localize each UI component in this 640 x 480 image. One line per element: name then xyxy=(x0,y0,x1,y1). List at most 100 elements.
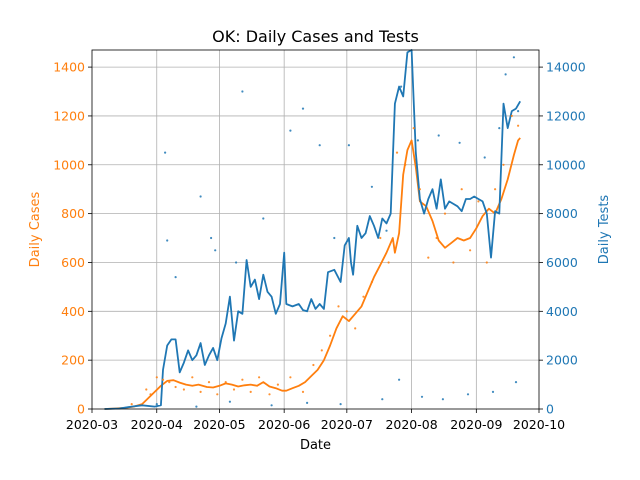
y-right-tick-label: 4000 xyxy=(546,304,578,319)
y-right-tick-label: 6000 xyxy=(546,255,578,270)
y-left-tick-label: 1400 xyxy=(53,60,85,75)
tests-line xyxy=(104,49,521,410)
y-right-tick-label: 2000 xyxy=(546,353,578,368)
y-left-tick-label: 1000 xyxy=(53,157,85,172)
cases-point xyxy=(502,163,505,166)
cases-point xyxy=(276,383,279,386)
x-axis-label: Date xyxy=(300,438,331,453)
cases-point xyxy=(199,390,202,393)
tests-point xyxy=(199,195,202,198)
cases-point xyxy=(268,393,271,396)
cases-point xyxy=(370,280,373,284)
x-tick-label: 2020-08 xyxy=(385,417,437,432)
series-layer xyxy=(104,49,521,410)
tests-point xyxy=(155,403,158,406)
y-axis-left-label: Daily Cases xyxy=(28,191,43,267)
cases-point xyxy=(168,381,171,384)
tests-point xyxy=(370,185,373,188)
cases-point xyxy=(517,124,520,127)
tests-point xyxy=(420,395,424,398)
cases-point xyxy=(149,393,152,396)
cases-line xyxy=(104,137,521,410)
cases-point xyxy=(207,381,211,384)
cases-point xyxy=(494,188,497,191)
cases-point xyxy=(435,236,438,240)
cases-point xyxy=(249,390,252,393)
tests-point xyxy=(210,236,213,240)
cases-point xyxy=(460,188,463,191)
tests-point xyxy=(347,144,350,147)
tests-point xyxy=(491,390,495,393)
cases-point xyxy=(477,200,480,203)
cases-point xyxy=(337,305,340,308)
cases-point xyxy=(145,388,148,391)
tests-point xyxy=(174,276,177,279)
y-right-tick-label: 12000 xyxy=(546,108,586,123)
tests-point xyxy=(228,400,231,403)
y-right-tick-label: 8000 xyxy=(546,206,578,221)
tests-point xyxy=(398,378,401,381)
cases-point xyxy=(320,349,323,352)
cases-point xyxy=(404,163,407,166)
tests-point xyxy=(504,73,507,76)
tests-point xyxy=(306,401,309,404)
cases-point xyxy=(452,261,455,264)
y-left-tick-label: 400 xyxy=(61,304,85,319)
cases-point xyxy=(182,388,185,391)
cases-point xyxy=(362,295,365,298)
y-right-tick-label: 0 xyxy=(546,402,554,417)
cases-point xyxy=(379,236,382,240)
tests-point xyxy=(339,403,342,406)
tests-point xyxy=(241,90,244,93)
cases-point xyxy=(216,393,219,396)
tests-point xyxy=(514,381,518,384)
y-left-tick-label: 600 xyxy=(61,255,85,270)
cases-point xyxy=(174,385,177,389)
x-tick-label: 2020-10 xyxy=(513,417,565,432)
cases-point xyxy=(412,127,415,130)
y-axis-right: 0 2000 4000 6000 8000 10000 12000 14000 xyxy=(539,60,586,417)
tests-point xyxy=(214,249,217,252)
y-left-tick-label: 200 xyxy=(61,353,85,368)
x-tick-label: 2020-05 xyxy=(193,417,245,432)
y-left-tick-label: 1200 xyxy=(53,108,85,123)
cases-point xyxy=(289,376,292,379)
cases-point xyxy=(130,403,133,406)
tests-point xyxy=(166,239,169,242)
cases-point xyxy=(155,376,158,379)
tests-point xyxy=(381,398,384,401)
cases-point xyxy=(329,334,332,337)
tests-point xyxy=(333,236,336,240)
x-axis: 2020-03 2020-04 2020-05 2020-06 2020-07 2020-… xyxy=(66,409,565,432)
tests-point xyxy=(318,144,321,147)
tests-point xyxy=(458,141,461,144)
x-tick-label: 2020-06 xyxy=(258,417,310,432)
cases-point xyxy=(161,378,165,381)
tests-point xyxy=(270,404,273,407)
cases-point xyxy=(354,327,357,330)
tests-point xyxy=(437,134,440,137)
cases-point xyxy=(485,261,488,264)
tests-point xyxy=(441,398,444,401)
tests-point xyxy=(262,217,265,220)
cases-point xyxy=(232,388,236,391)
cases-point xyxy=(387,261,390,264)
chart-title: OK: Daily Cases and Tests xyxy=(212,27,419,46)
y-axis-left: 0 200 400 600 800 1000 1200 1400 xyxy=(53,60,92,417)
tests-point xyxy=(498,127,501,130)
tests-point xyxy=(385,229,388,232)
tests-point xyxy=(289,129,292,132)
tests-point xyxy=(416,139,419,142)
x-tick-label: 2020-04 xyxy=(131,417,183,432)
x-tick-label: 2020-09 xyxy=(450,417,502,432)
tests-point xyxy=(235,261,238,264)
tests-point xyxy=(517,110,520,113)
x-tick-label: 2020-03 xyxy=(66,417,118,432)
tests-point xyxy=(400,85,403,88)
cases-point xyxy=(427,256,430,259)
cases-point xyxy=(395,151,399,154)
cases-point xyxy=(241,378,244,381)
cases-point xyxy=(301,390,305,393)
